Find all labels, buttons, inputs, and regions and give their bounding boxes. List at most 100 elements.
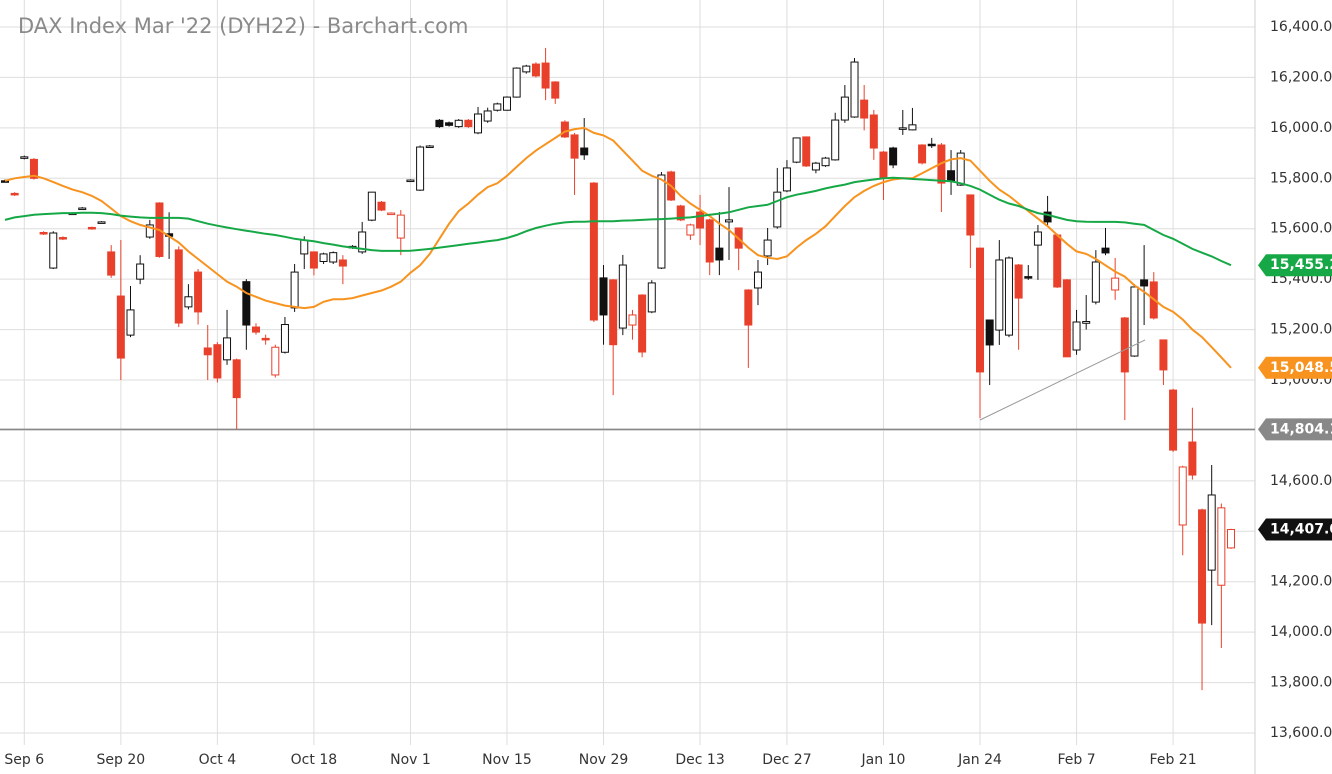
candle-body bbox=[435, 119, 444, 128]
candle-body bbox=[300, 239, 309, 255]
candle-body bbox=[976, 247, 985, 373]
candle-body bbox=[1140, 279, 1149, 287]
candle-body bbox=[512, 67, 521, 98]
candle-body bbox=[686, 224, 695, 236]
candle-body bbox=[280, 324, 289, 353]
candle-body bbox=[676, 205, 685, 221]
candle-body bbox=[136, 263, 145, 280]
candle-body bbox=[560, 121, 569, 138]
price-tag bbox=[1258, 518, 1332, 541]
y-tick-label: 15,200.0 bbox=[1270, 322, 1332, 338]
price-tag bbox=[1258, 356, 1332, 379]
candle-body bbox=[927, 143, 936, 147]
candle-body bbox=[869, 114, 878, 149]
candle-body bbox=[1024, 276, 1033, 279]
candle-body bbox=[541, 62, 550, 89]
y-tick-label: 14,600.0 bbox=[1270, 473, 1332, 489]
price-tag bbox=[1258, 418, 1332, 441]
price-tag-label: 14,407.0 bbox=[1270, 522, 1332, 538]
x-tick-label: Nov 29 bbox=[579, 752, 629, 768]
candle-body bbox=[338, 259, 347, 267]
candle-body bbox=[406, 179, 415, 183]
candle-body bbox=[522, 65, 531, 73]
candle-body bbox=[445, 122, 454, 126]
candle-body bbox=[242, 281, 251, 326]
price-tag-label: 14,804.1 bbox=[1270, 421, 1332, 437]
candle-body bbox=[87, 226, 96, 230]
candle-body bbox=[396, 214, 405, 239]
y-tick-label: 16,400.0 bbox=[1270, 19, 1332, 35]
candle-body bbox=[49, 232, 58, 269]
candle-body bbox=[29, 158, 38, 179]
candle-body bbox=[1217, 507, 1226, 586]
candle-body bbox=[811, 162, 820, 171]
candle-body bbox=[898, 127, 907, 130]
x-tick-label: Feb 21 bbox=[1150, 752, 1197, 768]
candle-body bbox=[10, 192, 19, 196]
candle-body bbox=[1111, 277, 1120, 291]
moving-average-line bbox=[4, 176, 1232, 267]
x-tick-label: Sep 6 bbox=[4, 752, 44, 768]
candle-body bbox=[753, 271, 762, 289]
candle-body bbox=[126, 309, 135, 336]
candle-body bbox=[705, 219, 714, 263]
candle-body bbox=[261, 337, 270, 341]
candle-body bbox=[1053, 234, 1062, 288]
candle-body bbox=[1188, 441, 1197, 476]
candle-body bbox=[1227, 529, 1235, 549]
candle-body bbox=[821, 157, 830, 167]
candle-body bbox=[618, 264, 627, 329]
candle-body bbox=[425, 145, 434, 149]
candle-body bbox=[589, 182, 598, 321]
candle-body bbox=[20, 156, 29, 159]
y-tick-label: 15,600.0 bbox=[1270, 221, 1332, 237]
candle-body bbox=[184, 296, 193, 308]
price-tag-label: 15,048.5 bbox=[1270, 360, 1332, 376]
candle-body bbox=[1062, 279, 1071, 358]
candle-body bbox=[107, 251, 116, 276]
x-tick-label: Jan 24 bbox=[957, 752, 1002, 768]
candle-body bbox=[744, 289, 753, 326]
candle-body bbox=[599, 277, 608, 316]
candle-body bbox=[1072, 321, 1081, 351]
candle-body bbox=[116, 295, 125, 359]
candle-body bbox=[454, 119, 463, 128]
candle-body bbox=[531, 63, 540, 77]
candle-body bbox=[889, 147, 898, 166]
candle-body bbox=[1033, 231, 1042, 246]
candle-body bbox=[1207, 494, 1216, 571]
candle-body bbox=[1159, 339, 1168, 371]
candle-body bbox=[203, 347, 212, 356]
candle-body bbox=[290, 271, 299, 309]
candle-body bbox=[502, 96, 511, 111]
trend-line bbox=[979, 339, 1146, 421]
candle-body bbox=[1130, 286, 1139, 357]
x-tick-label: Dec 27 bbox=[762, 752, 811, 768]
x-tick-label: Jan 10 bbox=[861, 752, 906, 768]
candle-body bbox=[763, 239, 772, 257]
candle-body bbox=[918, 144, 927, 164]
candle-body bbox=[947, 170, 956, 182]
x-tick-label: Oct 4 bbox=[199, 752, 237, 768]
x-tick-label: Oct 18 bbox=[291, 752, 337, 768]
candle-body bbox=[367, 191, 376, 221]
candle-body bbox=[329, 252, 338, 263]
candle-body bbox=[580, 147, 589, 156]
candle-body bbox=[551, 81, 560, 99]
candle-body bbox=[609, 279, 618, 346]
y-tick-label: 14,200.0 bbox=[1270, 574, 1332, 590]
candle-body bbox=[251, 326, 260, 333]
candle-body bbox=[1004, 257, 1013, 336]
candle-body bbox=[638, 294, 647, 353]
candle-body bbox=[464, 119, 473, 128]
candle-body bbox=[956, 152, 965, 186]
y-tick-label: 16,000.0 bbox=[1270, 120, 1332, 136]
x-tick-label: Nov 1 bbox=[390, 752, 431, 768]
candle-body bbox=[860, 99, 869, 119]
candle-body bbox=[174, 249, 183, 324]
y-tick-label: 13,800.0 bbox=[1270, 675, 1332, 691]
candle-body bbox=[628, 314, 637, 326]
candle-body bbox=[213, 344, 222, 379]
